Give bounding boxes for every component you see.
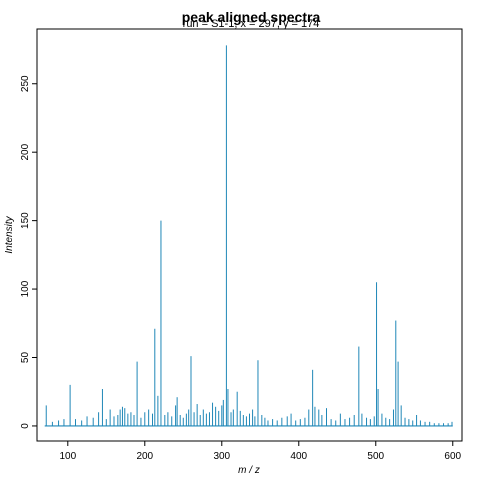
x-axis: 100 200 300 400 500 600 <box>59 440 462 462</box>
y-axis: 0 50 100 150 200 250 <box>20 75 38 429</box>
x-tick-label: 500 <box>367 451 384 462</box>
y-tick-label: 250 <box>20 75 31 92</box>
chart-subtitle: run = S1-1, x = 297, y = 174 <box>183 18 320 30</box>
y-tick-label: 200 <box>20 143 31 160</box>
x-tick-label: 300 <box>213 451 230 462</box>
y-tick-label: 50 <box>20 352 31 364</box>
y-tick-label: 0 <box>20 423 31 429</box>
y-axis-label: Intensity <box>4 215 15 253</box>
y-tick-label: 150 <box>20 212 31 229</box>
x-tick-label: 200 <box>136 451 153 462</box>
chart-title: peak aligned spectra <box>182 9 321 25</box>
y-tick-label: 100 <box>20 280 31 297</box>
x-tick-label: 600 <box>444 451 461 462</box>
plot-area <box>44 45 453 427</box>
x-axis-label: m / z <box>238 465 260 476</box>
x-tick-label: 400 <box>290 451 307 462</box>
x-tick-label: 100 <box>59 451 76 462</box>
